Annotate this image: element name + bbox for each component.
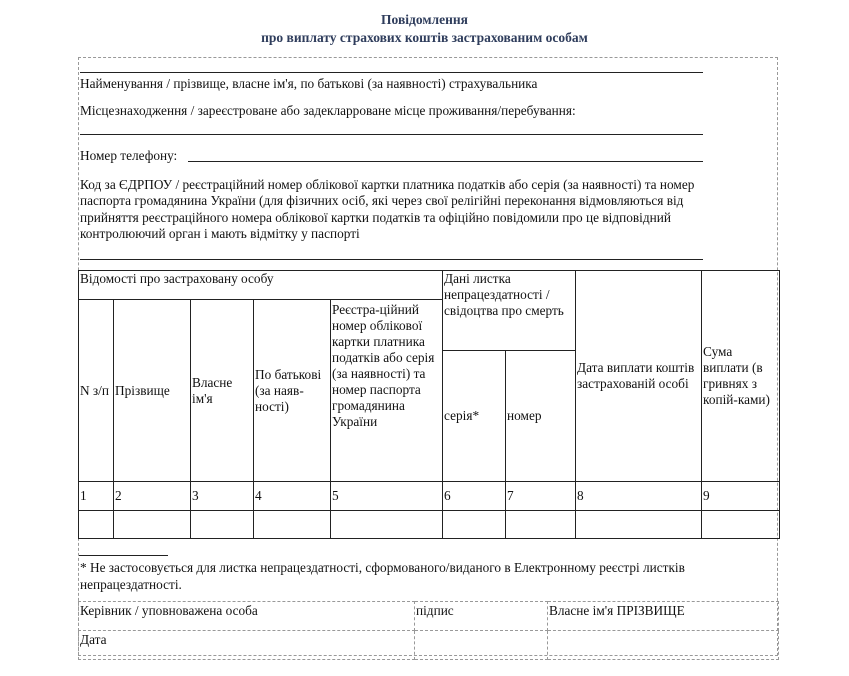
signature-cell[interactable] xyxy=(414,630,548,660)
location-line[interactable] xyxy=(80,134,703,135)
header-payment-date: Дата виплати коштів застрахованій особі xyxy=(575,270,703,482)
column-number: 2 xyxy=(113,481,191,511)
cell[interactable] xyxy=(505,510,577,539)
cell[interactable] xyxy=(442,510,507,539)
cell[interactable] xyxy=(329,510,444,539)
document-subtitle: про виплату страхових коштів застрахован… xyxy=(261,30,588,45)
name-cell[interactable] xyxy=(547,630,779,660)
head-label: Керівник / уповноважена особа xyxy=(78,601,415,631)
column-number: 5 xyxy=(329,481,444,511)
column-number: 1 xyxy=(78,481,114,511)
table-row[interactable] xyxy=(78,510,781,539)
code-label-3: прийняття реєстраційного номера обліково… xyxy=(80,210,671,225)
header-cert-number: номер xyxy=(505,350,577,482)
header-first-name: Власне ім'я xyxy=(190,299,254,482)
phone-line[interactable] xyxy=(188,161,703,162)
column-number: 8 xyxy=(575,481,703,511)
column-number: 6 xyxy=(442,481,507,511)
group-insured-person: Відомості про застраховану особу xyxy=(77,270,444,300)
column-number: 9 xyxy=(701,481,781,511)
insurer-name-line[interactable] xyxy=(80,72,703,73)
signature-label: підпис xyxy=(414,601,548,631)
code-label-2: паспорта громадянина України (для фізичн… xyxy=(80,193,684,208)
location-label: Місцезнаходження / зареєстроване або зад… xyxy=(80,103,576,118)
header-surname: Прізвище xyxy=(113,299,191,482)
signature-table: Керівник / уповноважена особа підпис Власн… xyxy=(78,601,779,660)
header-series: серія* xyxy=(442,350,507,482)
footnote-separator xyxy=(79,555,168,556)
header-patronymic: По батькові (за наяв-ності) xyxy=(253,299,331,482)
phone-label: Номер телефону: xyxy=(80,148,178,163)
insurer-name-label: Найменування / прізвище, власне ім'я, по… xyxy=(80,76,538,91)
footnote: * Не застосовується для листка непрацезд… xyxy=(80,560,685,592)
cell[interactable] xyxy=(190,510,254,539)
code-label-1: Код за ЄДРПОУ / реєстраційний номер облі… xyxy=(80,177,695,192)
cell[interactable] xyxy=(113,510,191,539)
code-line[interactable] xyxy=(80,259,703,260)
insured-persons-table: Відомості про застраховану особу Дані ли… xyxy=(77,270,781,539)
header-amount: Сума виплати (в гривнях з копій-ками) xyxy=(701,270,781,482)
cell[interactable] xyxy=(701,510,781,539)
group-certificate: Дані листка непрацездатності / свідоцтва… xyxy=(442,270,577,351)
cell[interactable] xyxy=(253,510,331,539)
column-number: 4 xyxy=(253,481,331,511)
header-tax-number: Реєстра-ційний номер облікової картки пл… xyxy=(329,299,444,482)
full-name-label: Власне ім'я ПРІЗВИЩЕ xyxy=(547,601,779,631)
column-number: 3 xyxy=(190,481,254,511)
column-number: 7 xyxy=(505,481,577,511)
header-number: N з/п xyxy=(78,299,114,482)
date-label: Дата xyxy=(78,630,415,660)
cell[interactable] xyxy=(575,510,703,539)
code-label-4: контролюючий орган і мають відмітку у па… xyxy=(80,226,360,241)
document-title: Повідомлення xyxy=(381,12,468,27)
cell[interactable] xyxy=(78,510,114,539)
